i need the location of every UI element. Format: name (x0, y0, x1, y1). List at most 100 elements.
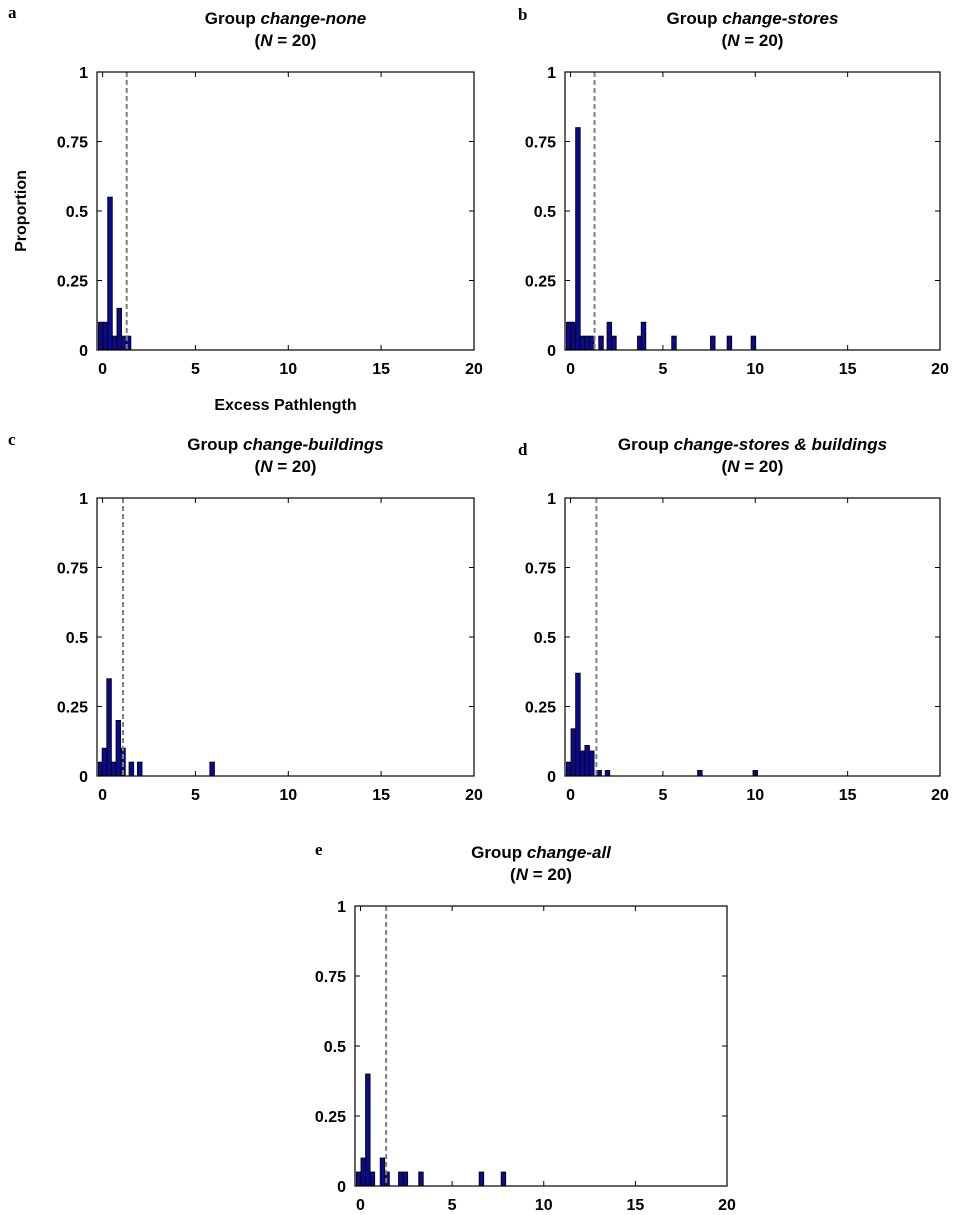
chart-subtitle: (N = 20) (255, 457, 317, 476)
x-tick-label: 0 (356, 1197, 365, 1214)
subtitle-rest: = 20) (740, 457, 784, 476)
y-tick-label: 0.25 (57, 274, 88, 291)
panel-letter: b (518, 5, 527, 24)
bar-e-3 (369, 1171, 376, 1187)
x-tick-label: 20 (718, 1197, 736, 1214)
x-tick-label: 15 (839, 787, 857, 804)
bar-a-1 (102, 321, 109, 351)
bar-b-13 (726, 335, 733, 351)
title-group: change-all (527, 843, 612, 862)
chart-title: Group change-stores & buildings (618, 435, 887, 454)
bar-b-3 (579, 335, 586, 351)
bar-d-6 (596, 770, 602, 777)
y-tick-label: 1 (547, 491, 556, 508)
y-tick-label: 1 (79, 491, 88, 508)
plot-frame (96, 497, 475, 777)
y-tick-label: 0.75 (525, 135, 556, 152)
x-tick-label: 10 (746, 787, 764, 804)
bar-b-11 (671, 335, 677, 351)
subtitle-rest: = 20) (740, 31, 784, 50)
bar-c-2 (106, 678, 112, 777)
panel-c: c Group change-buildings(N = 20)0 5 10 15 200… (8, 430, 483, 804)
title-group: change-buildings (243, 435, 384, 454)
y-tick-label: 0.75 (57, 135, 88, 152)
bar-b-7 (606, 321, 613, 351)
y-tick-label: 0 (547, 343, 556, 360)
x-tick-label: 20 (465, 361, 483, 378)
x-tick-label: 0 (566, 361, 575, 378)
subtitle-rest: = 20) (273, 457, 317, 476)
x-tick-label: 0 (98, 361, 107, 378)
x-tick-label: 5 (658, 787, 667, 804)
y-tick-label: 0 (79, 343, 88, 360)
bar-c-6 (128, 761, 135, 777)
title-prefix: Group (618, 435, 674, 454)
panel-a: a Group change-none (N = 20) 0 5 10 15 20 0 0.25 0… (8, 3, 483, 414)
y-tick-label: 0.25 (525, 700, 556, 717)
subtitle-symbol: N (727, 31, 740, 50)
x-tick-label: 20 (931, 361, 949, 378)
y-axis-label: Proportion (13, 170, 30, 252)
chart-title: Group change-all (471, 843, 612, 862)
bar-a-2 (107, 196, 113, 351)
bar-d-7 (604, 770, 611, 777)
y-tick-label: 0 (337, 1179, 346, 1196)
y-tick-label: 0.5 (534, 630, 556, 647)
bar-c-4 (115, 720, 122, 777)
bar-d-2 (575, 672, 581, 777)
y-tick-label: 0.5 (534, 204, 556, 221)
bar-b-2 (575, 127, 581, 351)
x-tick-label: 5 (448, 1197, 457, 1214)
bar-a-3 (111, 335, 118, 351)
title-group: change-none (260, 9, 366, 28)
bar-d-3 (579, 750, 586, 777)
title-prefix: Group (187, 435, 243, 454)
y-tick-label: 0.75 (315, 969, 346, 986)
panel-b: b Group change-stores (N = 20) 0 5 10 15 20 0 0.2… (518, 5, 949, 378)
bar-b-12 (710, 335, 716, 351)
bar-b-5 (589, 335, 595, 351)
subtitle-rest: = 20) (528, 865, 572, 884)
x-tick-label: 5 (191, 361, 200, 378)
y-tick-label: 1 (79, 65, 88, 82)
x-tick-label: 15 (626, 1197, 644, 1214)
subtitle-symbol: N (516, 865, 529, 884)
bar-e-10 (500, 1171, 507, 1187)
y-tick-label: 0 (547, 769, 556, 786)
y-tick-label: 0.5 (66, 630, 88, 647)
chart-subtitle: (N = 20) (722, 31, 784, 50)
x-tick-label: 20 (465, 787, 483, 804)
x-tick-label: 10 (279, 361, 297, 378)
title-group: change-stores (722, 9, 838, 28)
chart-subtitle: (N = 20) (510, 865, 572, 884)
panel-letter: c (8, 430, 16, 449)
x-tick-label: 20 (931, 787, 949, 804)
plot-frame (564, 497, 941, 777)
plot-frame (564, 71, 941, 351)
bar-b-6 (598, 335, 604, 351)
bar-e-8 (418, 1171, 424, 1187)
y-tick-label: 0 (79, 769, 88, 786)
bar-d-8 (697, 770, 703, 777)
x-tick-label: 10 (746, 361, 764, 378)
chart-subtitle: (N = 20) (722, 457, 784, 476)
y-tick-label: 0.5 (324, 1039, 346, 1056)
title-group: change-stores & buildings (674, 435, 887, 454)
plot-frame (96, 71, 475, 351)
x-tick-label: 15 (372, 361, 390, 378)
x-tick-label: 5 (658, 361, 667, 378)
y-tick-label: 0.25 (315, 1109, 346, 1126)
panel-letter: a (8, 3, 17, 22)
panel-letter: d (518, 440, 528, 459)
bar-d-5 (589, 750, 595, 777)
subtitle-rest: = 20) (273, 31, 317, 50)
y-tick-label: 0.25 (57, 700, 88, 717)
bar-d-1 (570, 728, 577, 777)
bar-c-8 (209, 761, 215, 777)
bar-b-1 (570, 321, 577, 351)
bar-a-5 (121, 335, 127, 351)
subtitle-symbol: N (260, 31, 273, 50)
bar-b-10 (640, 321, 647, 351)
bar-c-3 (110, 761, 117, 777)
